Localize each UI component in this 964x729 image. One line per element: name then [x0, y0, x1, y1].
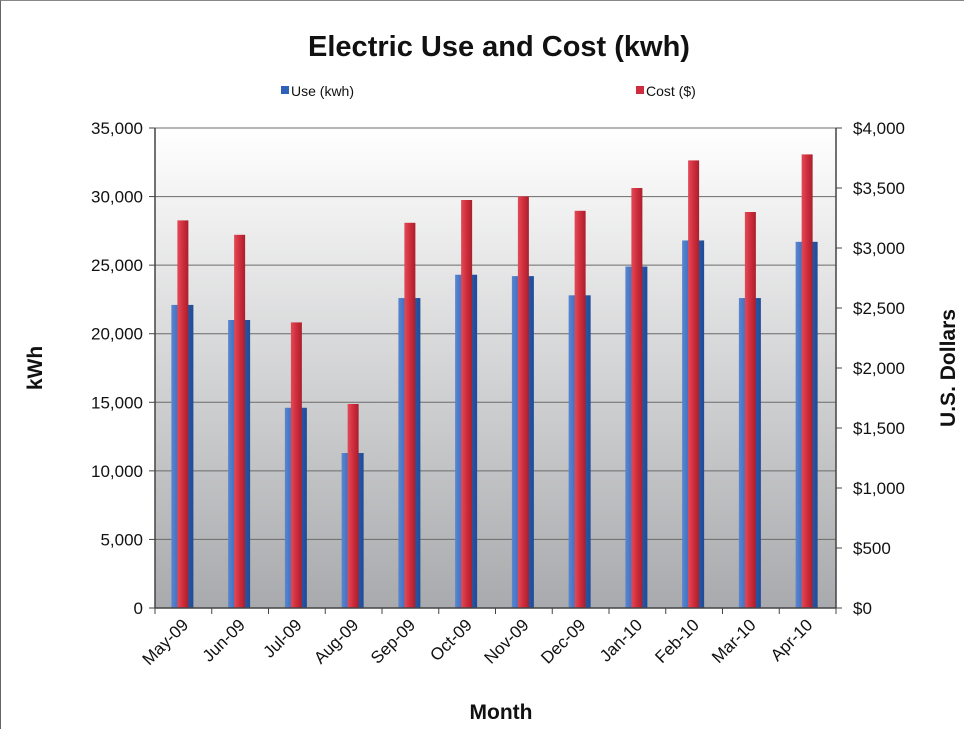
legend-swatch-use — [281, 86, 289, 94]
bar-cost — [688, 160, 700, 608]
x-tick-label: Jul-09 — [260, 615, 306, 661]
legend-swatch-cost — [636, 86, 644, 94]
x-tick-label: May-09 — [139, 615, 193, 669]
bar-cost — [234, 234, 246, 609]
y-tick-label: 5,000 — [100, 530, 143, 549]
bar-cost — [744, 212, 756, 608]
legend-label-use: Use (kwh) — [291, 83, 354, 99]
y2-tick-label: $0 — [853, 599, 872, 618]
gridlines — [155, 127, 836, 540]
x-tick-label: Feb-10 — [651, 615, 703, 667]
x-tick-label: Jan-10 — [596, 615, 646, 665]
bar-cost — [801, 154, 813, 608]
y-tick-label: 20,000 — [91, 325, 143, 344]
y-tick-label: 10,000 — [91, 462, 143, 481]
y-tick-label: 15,000 — [91, 393, 143, 412]
plot-area — [155, 128, 836, 608]
x-tick-label: Dec-09 — [537, 615, 589, 667]
bar-cost — [517, 196, 529, 608]
y2-axis-title: U.S. Dollars — [937, 309, 960, 427]
y2-tick-label: $3,500 — [853, 179, 905, 198]
y2-tick-label: $1,500 — [853, 419, 905, 438]
y-tick-label: 0 — [134, 599, 143, 618]
bar-cost — [290, 322, 302, 608]
y2-tick-label: $2,000 — [853, 359, 905, 378]
bar-cost — [574, 210, 586, 609]
x-tick-label: Oct-09 — [426, 615, 476, 665]
y-tick-label: 25,000 — [91, 256, 143, 275]
y2-tick-label: $2,500 — [853, 299, 905, 318]
x-tick-label: Mar-10 — [708, 615, 760, 667]
y2-tick-label: $4,000 — [853, 119, 905, 138]
y-tick-label: 30,000 — [91, 188, 143, 207]
y2-tick-label: $1,000 — [853, 479, 905, 498]
x-tick-label: Sep-09 — [367, 615, 419, 667]
bar-cost — [404, 222, 416, 609]
bar-cost — [177, 220, 189, 608]
x-tick-label: Aug-09 — [310, 615, 362, 667]
bars — [171, 154, 818, 609]
y2-tick-label: $3,000 — [853, 239, 905, 258]
x-tick-label: Apr-10 — [767, 615, 817, 665]
bar-cost — [631, 188, 643, 608]
x-tick-label: Jun-09 — [199, 615, 249, 665]
bar-cost — [347, 404, 359, 608]
x-tick-label: Nov-09 — [481, 615, 533, 667]
y-axis-title: kWh — [24, 346, 47, 390]
y-tick-label: 35,000 — [91, 119, 143, 138]
chart-title: Electric Use and Cost (kwh) — [308, 31, 690, 63]
bar-cost — [461, 200, 473, 608]
y2-tick-label: $500 — [853, 539, 891, 558]
legend-label-cost: Cost ($) — [646, 83, 696, 99]
x-axis-title: Month — [470, 701, 533, 724]
legend: Use (kwh) Cost ($) — [281, 83, 696, 99]
